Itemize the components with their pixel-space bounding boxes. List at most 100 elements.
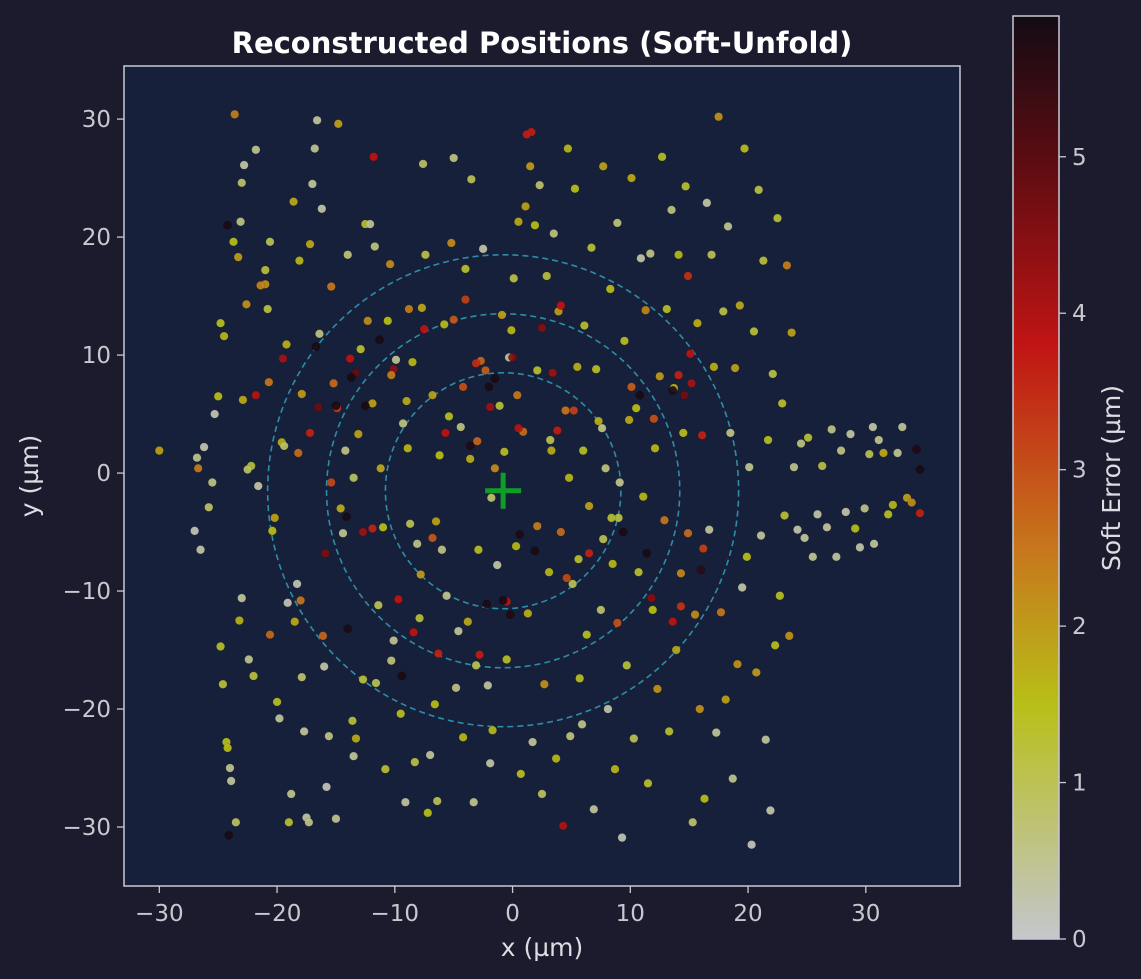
data-point [358, 527, 368, 537]
data-point [841, 507, 851, 517]
data-point [761, 735, 771, 745]
data-point [415, 613, 424, 623]
data-point [678, 428, 688, 438]
data-point [490, 463, 500, 473]
data-point [349, 473, 359, 483]
data-point [683, 528, 693, 538]
data-point [376, 463, 386, 473]
data-point [714, 112, 724, 122]
data-point [369, 152, 379, 162]
data-point [622, 660, 632, 670]
data-point [253, 481, 263, 491]
center-marker [485, 472, 522, 509]
data-point [883, 509, 893, 519]
data-point [356, 344, 366, 354]
data-point [530, 546, 540, 556]
data-point [784, 631, 794, 641]
data-point [897, 422, 907, 432]
data-point [589, 804, 599, 814]
data-point [610, 764, 620, 774]
colorbar-tick-label: 0 [1072, 927, 1087, 953]
data-point [428, 533, 437, 543]
data-point [668, 386, 678, 395]
data-point [631, 403, 641, 413]
data-point [416, 570, 426, 579]
data-point [305, 239, 315, 249]
data-point [378, 522, 388, 532]
data-point [615, 478, 625, 487]
data-point [780, 511, 790, 520]
colorbar-tick-label: 5 [1072, 145, 1087, 171]
data-point [260, 265, 270, 275]
data-point [251, 145, 261, 155]
data-point [601, 463, 611, 473]
data-point [662, 304, 672, 314]
data-point [751, 667, 761, 677]
data-point [342, 512, 351, 522]
data-point [683, 271, 693, 281]
data-point [363, 316, 373, 326]
data-point [643, 778, 653, 788]
data-point [498, 596, 508, 605]
data-point [449, 153, 459, 163]
data-point [716, 607, 726, 617]
data-point [446, 238, 456, 248]
data-point [417, 303, 427, 313]
data-point [290, 617, 300, 627]
data-point [239, 160, 249, 170]
data-point [645, 249, 655, 259]
data-point [365, 219, 375, 229]
data-point [638, 492, 648, 502]
data-point [648, 605, 658, 615]
data-point [353, 429, 363, 439]
data-point [435, 450, 445, 460]
data-point [320, 548, 330, 558]
data-point [400, 797, 410, 807]
data-point [472, 436, 482, 446]
data-point [591, 364, 601, 374]
data-point [420, 250, 430, 260]
y-tick-label: −30 [62, 815, 111, 841]
data-point [674, 250, 684, 260]
data-point [582, 630, 592, 640]
data-point [737, 583, 747, 592]
data-point [676, 601, 686, 611]
data-point [499, 447, 509, 457]
data-point [284, 817, 294, 827]
data-point [478, 244, 488, 254]
data-point [234, 616, 244, 625]
data-point [488, 725, 497, 735]
data-point [492, 560, 502, 570]
data-point [619, 336, 629, 346]
x-tick-label: 0 [505, 901, 520, 927]
data-point [749, 327, 759, 336]
data-point [223, 220, 233, 230]
data-point [636, 253, 646, 263]
data-point [556, 527, 566, 537]
colorbar-tick-label: 3 [1072, 458, 1087, 484]
colorbar-label: Soft Error (µm) [1097, 385, 1126, 571]
data-point [813, 509, 822, 519]
data-point [660, 515, 669, 525]
data-point [263, 304, 273, 314]
data-point [223, 743, 233, 753]
data-point [565, 731, 575, 741]
data-point [617, 833, 627, 843]
data-point [442, 591, 452, 601]
data-point [563, 144, 573, 154]
data-point [278, 354, 288, 364]
data-point [514, 423, 523, 433]
data-point [756, 531, 766, 541]
data-point [556, 301, 566, 310]
data-point [264, 377, 274, 387]
data-point [523, 609, 533, 618]
data-point [765, 806, 775, 815]
data-point [307, 179, 317, 189]
data-point [371, 678, 381, 688]
data-point [226, 776, 236, 786]
data-point [233, 252, 243, 262]
data-point [836, 446, 846, 456]
data-point [549, 229, 559, 238]
data-point [324, 731, 334, 741]
